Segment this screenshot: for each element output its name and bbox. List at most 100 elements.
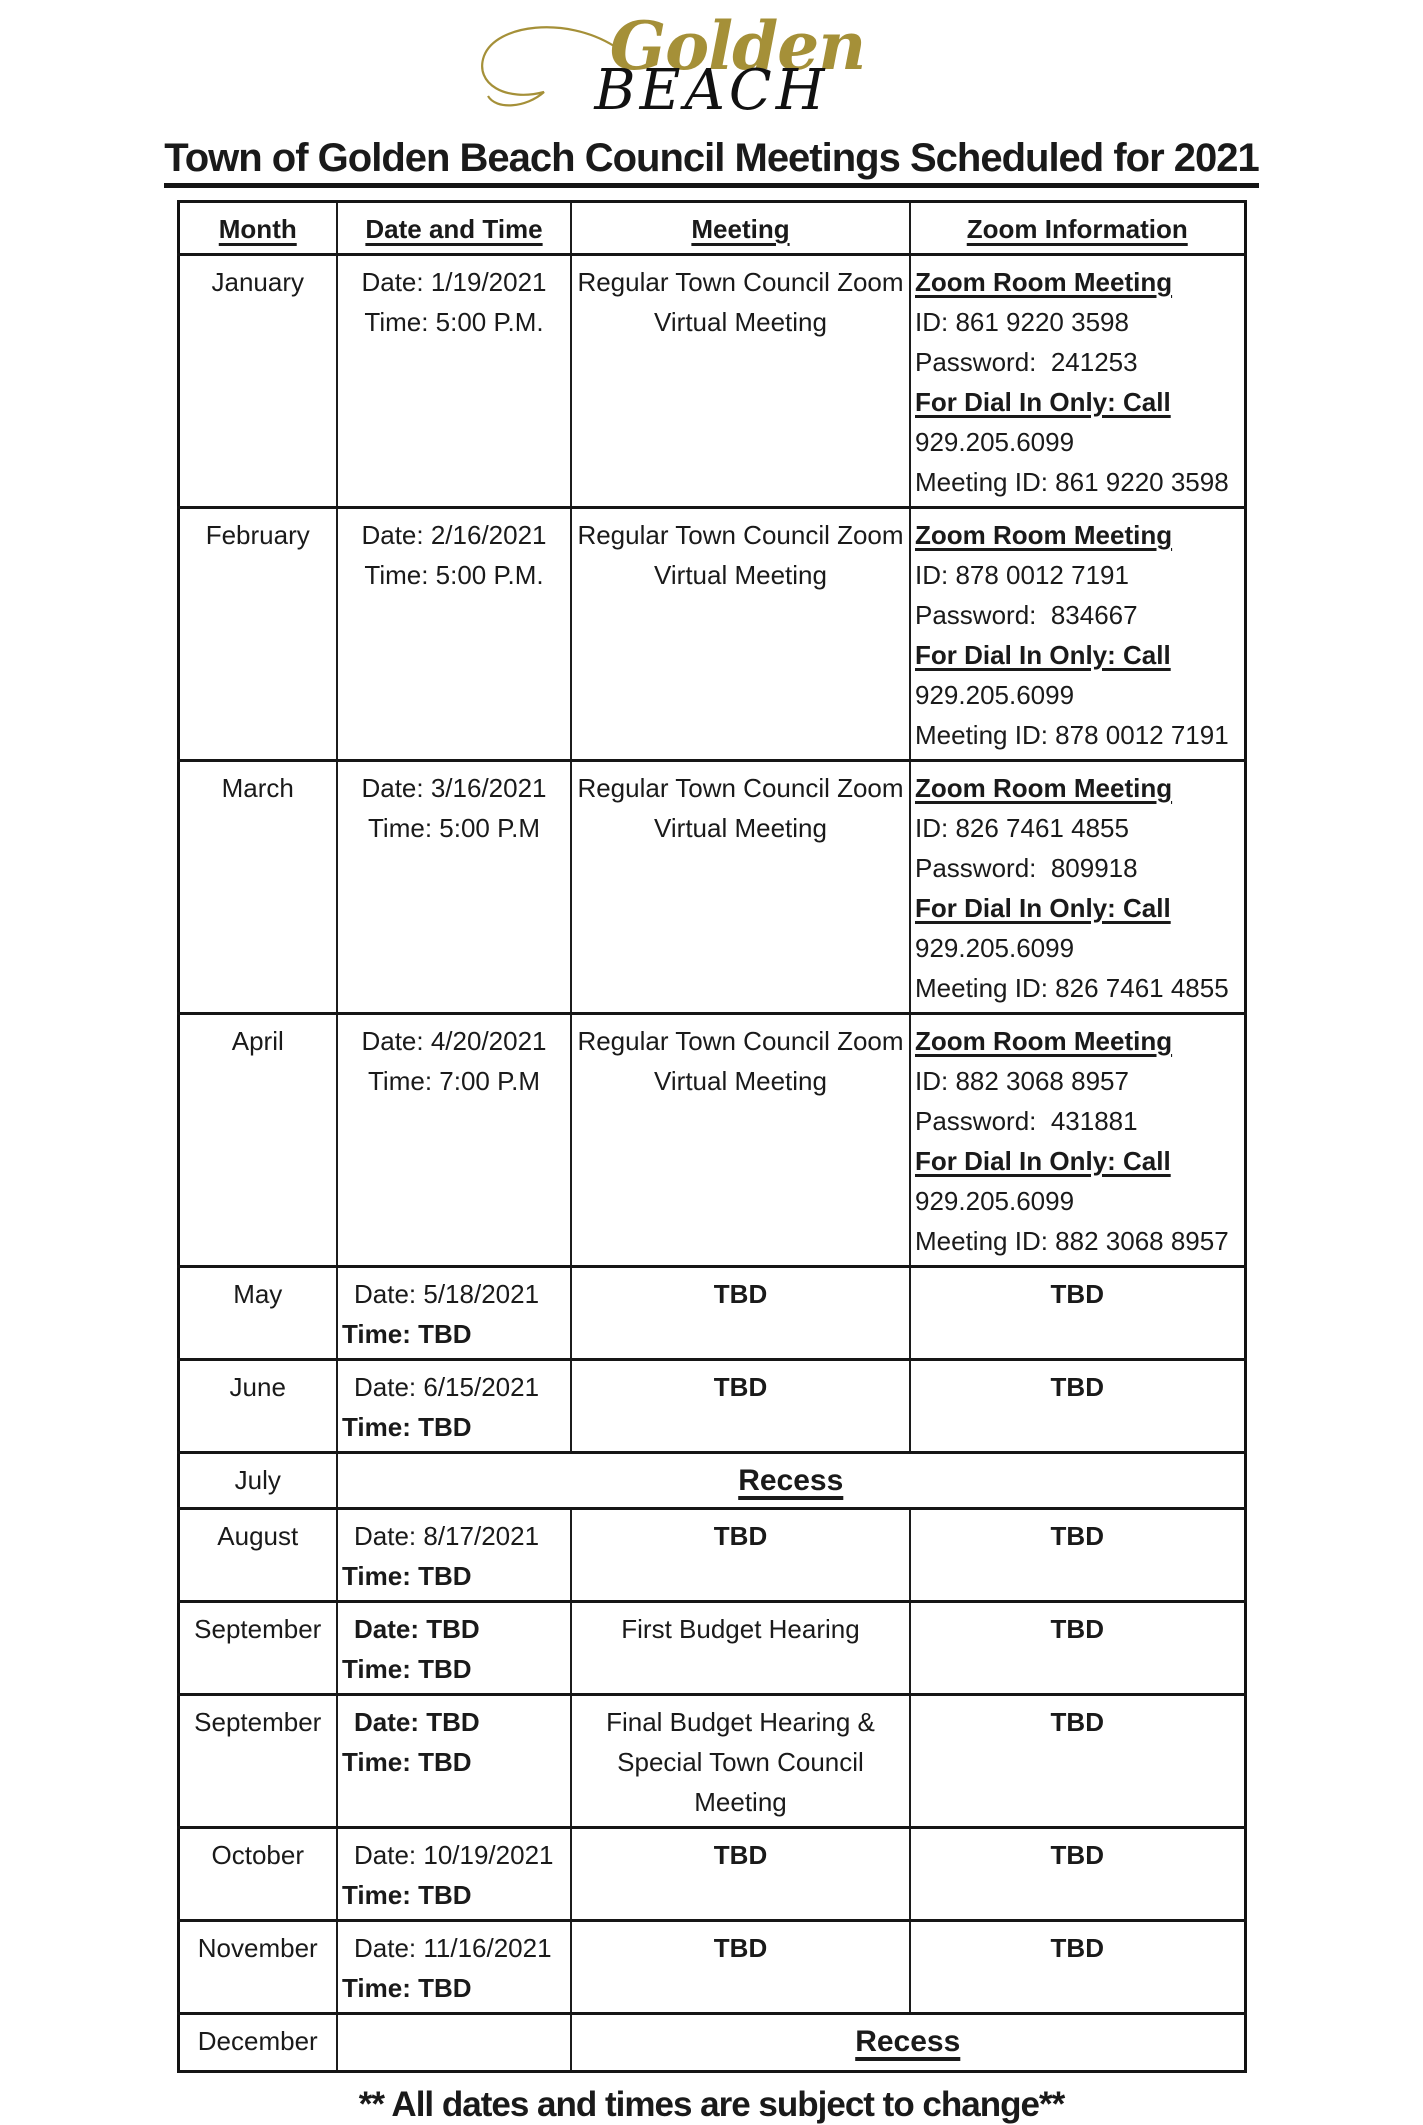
month-cell: November — [177, 1919, 338, 2015]
date-time-cell: Date: 1/19/2021 Time: 5:00 P.M. — [336, 253, 572, 509]
zoom-info-cell: TBD — [909, 1919, 1246, 2015]
recess-label: Recess — [855, 2025, 961, 2058]
month-cell: December — [177, 2012, 338, 2073]
meeting-cell: Regular Town Council Zoom Virtual Meetin… — [570, 1012, 911, 1268]
date-line: Date: 1/19/2021 — [361, 267, 547, 297]
time-line: Time: TBD — [342, 1561, 472, 1591]
zoom-room-heading: Zoom Room Meeting — [915, 773, 1173, 803]
row-september-first: September Date: TBD Time: TBD First Budg… — [177, 1600, 1246, 1696]
zoom-info-cell: TBD — [909, 1826, 1246, 1922]
meeting-cell: Regular Town Council Zoom Virtual Meetin… — [570, 506, 911, 762]
column-header-date-time: Date and Time — [336, 200, 572, 256]
zoom-meeting-id: Meeting ID: 826 7461 4855 — [915, 973, 1229, 1003]
time-line: Time: 5:00 P.M. — [364, 307, 544, 337]
logo-flourish-swirl — [480, 26, 615, 107]
month-cell: March — [177, 759, 338, 1015]
time-line: Time: TBD — [342, 1880, 472, 1910]
month-cell: February — [177, 506, 338, 762]
date-time-cell: Date: TBD Time: TBD — [336, 1693, 572, 1829]
row-february: February Date: 2/16/2021 Time: 5:00 P.M.… — [177, 506, 1246, 762]
meeting-cell: TBD — [570, 1826, 911, 1922]
column-header-month: Month — [177, 200, 338, 256]
meeting-cell: Regular Town Council Zoom Virtual Meetin… — [570, 759, 911, 1015]
date-time-cell: Date: 10/19/2021 Time: TBD — [336, 1826, 572, 1922]
column-header-meeting: Meeting — [570, 200, 911, 256]
zoom-room-heading: Zoom Room Meeting — [915, 520, 1173, 550]
date-line: Date: 2/16/2021 — [361, 520, 547, 550]
date-line: Date: 6/15/2021 — [354, 1372, 540, 1402]
zoom-meeting-id: Meeting ID: 861 9220 3598 — [915, 467, 1229, 497]
month-cell: September — [177, 1693, 338, 1829]
schedule-table: Month Date and Time Meeting Zoom Informa… — [176, 200, 1247, 2073]
time-line: Time: TBD — [342, 1973, 472, 2003]
zoom-id: ID: 826 7461 4855 — [915, 813, 1129, 843]
row-january: January Date: 1/19/2021 Time: 5:00 P.M. … — [177, 253, 1246, 509]
recess-label: Recess — [738, 1464, 844, 1497]
zoom-info-cell: Zoom Room Meeting ID: 861 9220 3598 Pass… — [909, 253, 1246, 509]
dial-in-phone: 929.205.6099 — [915, 680, 1075, 710]
row-november: November Date: 11/16/2021 Time: TBD TBD … — [177, 1919, 1246, 2015]
dial-in-phone: 929.205.6099 — [915, 1186, 1075, 1216]
month-cell: October — [177, 1826, 338, 1922]
header-row: Month Date and Time Meeting Zoom Informa… — [177, 200, 1246, 256]
town-logo: Golden BEACH — [0, 0, 1423, 130]
row-april: April Date: 4/20/2021 Time: 7:00 P.M Reg… — [177, 1012, 1246, 1268]
dial-in-phone: 929.205.6099 — [915, 427, 1075, 457]
row-june: June Date: 6/15/2021 Time: TBD TBD TBD — [177, 1358, 1246, 1454]
date-time-cell: Date: 6/15/2021 Time: TBD — [336, 1358, 572, 1454]
recess-cell: Recess — [570, 2012, 1246, 2073]
row-december: December Recess — [177, 2012, 1246, 2073]
row-august: August Date: 8/17/2021 Time: TBD TBD TBD — [177, 1507, 1246, 1603]
meeting-cell: Regular Town Council Zoom Virtual Meetin… — [570, 253, 911, 509]
date-time-cell: Date: TBD Time: TBD — [336, 1600, 572, 1696]
time-line: Time: TBD — [342, 1747, 472, 1777]
dial-in-heading: For Dial In Only: Call — [915, 640, 1171, 670]
month-cell: June — [177, 1358, 338, 1454]
meeting-cell: Final Budget Hearing & Special Town Coun… — [570, 1693, 911, 1829]
date-line: Date: 5/18/2021 — [354, 1279, 540, 1309]
dial-in-heading: For Dial In Only: Call — [915, 387, 1171, 417]
zoom-meeting-id: Meeting ID: 882 3068 8957 — [915, 1226, 1229, 1256]
month-cell: April — [177, 1012, 338, 1268]
zoom-info-cell: TBD — [909, 1693, 1246, 1829]
dial-in-heading: For Dial In Only: Call — [915, 1146, 1171, 1176]
date-time-cell: Date: 2/16/2021 Time: 5:00 P.M. — [336, 506, 572, 762]
dial-in-heading: For Dial In Only: Call — [915, 893, 1171, 923]
zoom-info-cell: Zoom Room Meeting ID: 826 7461 4855 Pass… — [909, 759, 1246, 1015]
recess-cell: Recess — [336, 1451, 1246, 1510]
meeting-cell: TBD — [570, 1358, 911, 1454]
row-october: October Date: 10/19/2021 Time: TBD TBD T… — [177, 1826, 1246, 1922]
zoom-info-cell: TBD — [909, 1507, 1246, 1603]
zoom-info-cell: Zoom Room Meeting ID: 882 3068 8957 Pass… — [909, 1012, 1246, 1268]
time-line: Time: 5:00 P.M. — [364, 560, 544, 590]
zoom-password: Password: 809918 — [915, 853, 1138, 883]
month-cell: July — [177, 1451, 338, 1510]
meeting-cell: TBD — [570, 1919, 911, 2015]
zoom-info-cell: TBD — [909, 1600, 1246, 1696]
time-line: Time: 5:00 P.M — [368, 813, 540, 843]
date-time-cell: Date: 3/16/2021 Time: 5:00 P.M — [336, 759, 572, 1015]
logo-golden-script: Golden — [609, 7, 867, 85]
date-time-cell: Date: 5/18/2021 Time: TBD — [336, 1265, 572, 1361]
meeting-cell: TBD — [570, 1507, 911, 1603]
row-september-final: September Date: TBD Time: TBD Final Budg… — [177, 1693, 1246, 1829]
zoom-id: ID: 882 3068 8957 — [915, 1066, 1129, 1096]
zoom-id: ID: 861 9220 3598 — [915, 307, 1129, 337]
subject-to-change-note: ** All dates and times are subject to ch… — [358, 2085, 1065, 2124]
date-line: Date: 8/17/2021 — [354, 1521, 540, 1551]
date-line: Date: 4/20/2021 — [361, 1026, 547, 1056]
date-line: Date: TBD — [354, 1707, 480, 1737]
row-july: July Recess — [177, 1451, 1246, 1510]
date-line: Date: 10/19/2021 — [354, 1840, 554, 1870]
date-time-cell: Date: 11/16/2021 Time: TBD — [336, 1919, 572, 2015]
page-title: Town of Golden Beach Council Meetings Sc… — [164, 136, 1260, 188]
logo-beach-wordmark: BEACH — [594, 58, 829, 123]
month-cell: September — [177, 1600, 338, 1696]
date-time-cell: Date: 4/20/2021 Time: 7:00 P.M — [336, 1012, 572, 1268]
meeting-cell: First Budget Hearing — [570, 1600, 911, 1696]
date-line: Date: 11/16/2021 — [354, 1933, 552, 1963]
row-march: March Date: 3/16/2021 Time: 5:00 P.M Reg… — [177, 759, 1246, 1015]
zoom-info-cell: Zoom Room Meeting ID: 878 0012 7191 Pass… — [909, 506, 1246, 762]
date-line: Date: 3/16/2021 — [361, 773, 547, 803]
date-time-cell-empty — [336, 2012, 572, 2073]
